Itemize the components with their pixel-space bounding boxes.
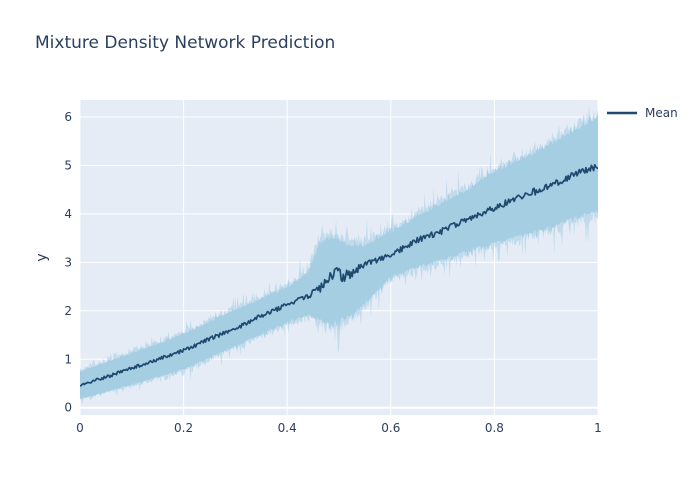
legend-line-icon — [607, 111, 637, 115]
x-tick-label: 0 — [76, 421, 84, 435]
x-tick-label: 0.4 — [278, 421, 297, 435]
y-tick-label: 1 — [64, 352, 72, 366]
chart-title: Mixture Density Network Prediction — [35, 33, 336, 53]
legend: Mean — [606, 106, 678, 120]
x-tick-label: 1 — [594, 421, 602, 435]
x-tick-label: 0.8 — [485, 421, 504, 435]
y-tick-label: 0 — [64, 401, 72, 415]
x-tick-label: 0.2 — [174, 421, 193, 435]
y-tick-label: 2 — [64, 304, 72, 318]
y-tick-label: 6 — [64, 110, 72, 124]
mean-line — [80, 163, 598, 387]
y-tick-label: 5 — [64, 158, 72, 172]
x-tick-label: 0.6 — [381, 421, 400, 435]
uncertainty-band — [80, 114, 598, 399]
legend-item-label: Mean — [645, 106, 678, 120]
y-axis-title: y — [34, 253, 50, 261]
legend-item-mean[interactable]: Mean — [606, 106, 678, 120]
y-tick-label: 3 — [64, 255, 72, 269]
y-tick-label: 4 — [64, 207, 72, 221]
